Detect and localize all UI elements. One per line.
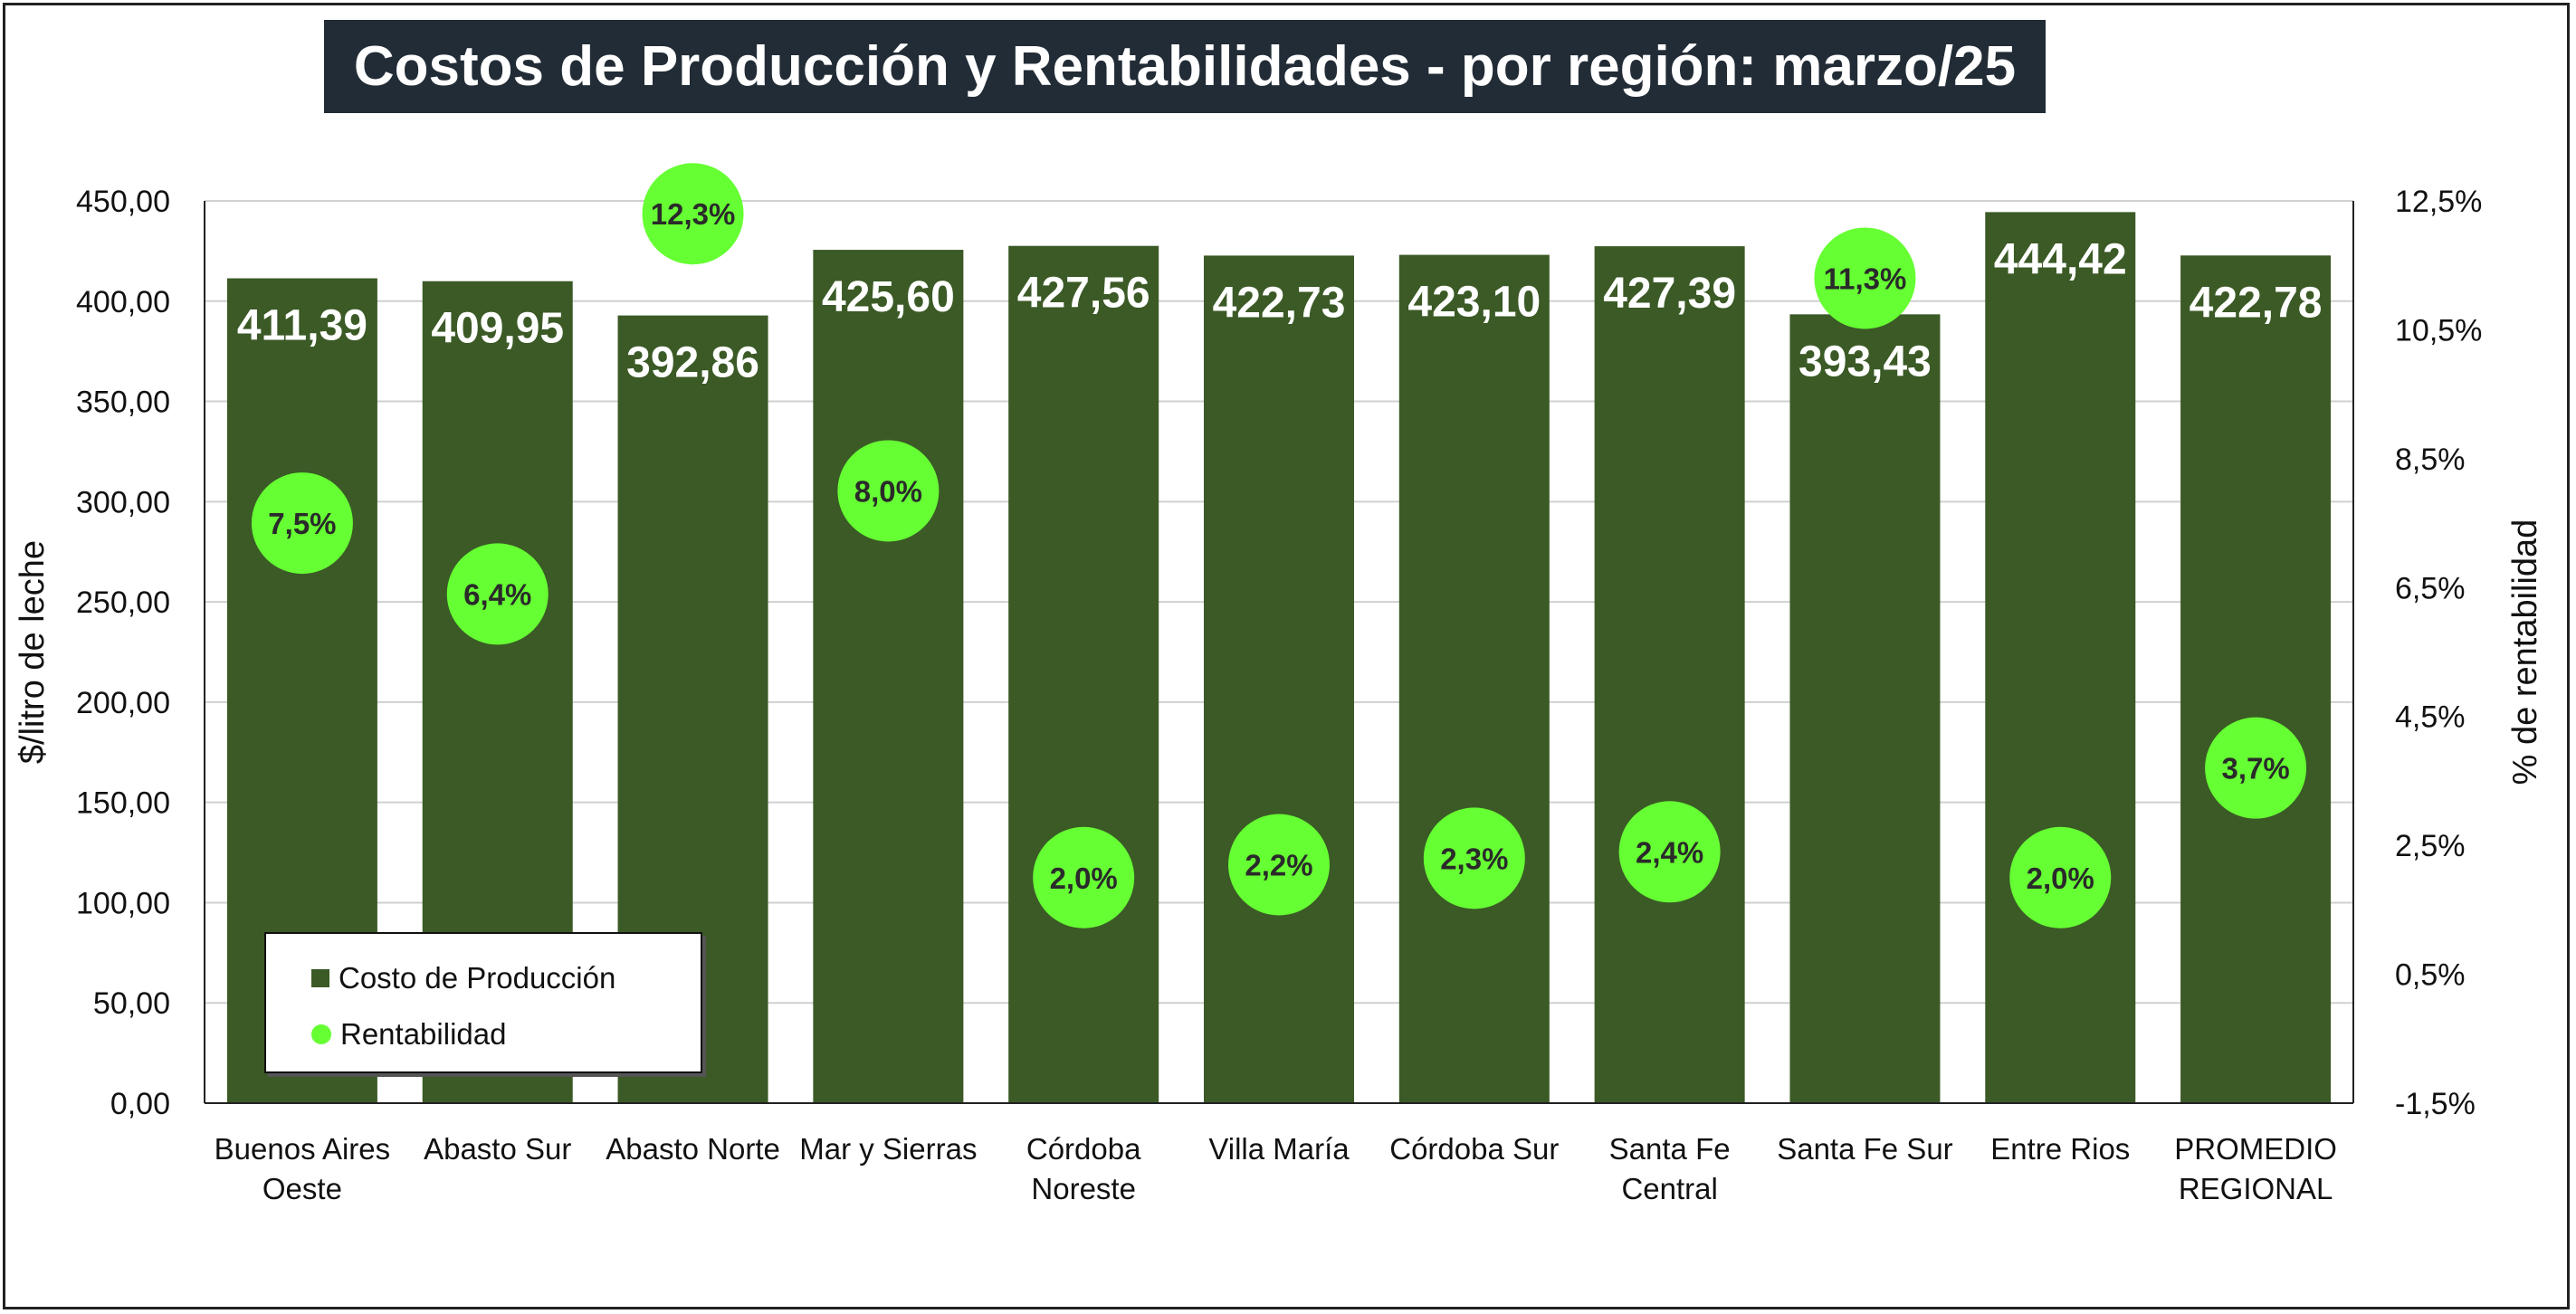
rentabilidad-point	[446, 543, 549, 645]
x-tick-label: Buenos Aires	[215, 1132, 390, 1166]
bar	[1789, 314, 1941, 1103]
rentabilidad-value-label: 11,3%	[1824, 262, 1907, 295]
rentabilidad-point	[1423, 807, 1525, 909]
x-tick-label: Noreste	[1031, 1172, 1136, 1205]
label-layer: 411,39 409,95 392,86 425,60 427,56 422,73 423,…	[237, 235, 2323, 386]
legend-label-costo: Costo de Producción	[339, 961, 616, 995]
x-tick-label: Mar y Sierras	[799, 1132, 977, 1166]
rentabilidad-point	[1814, 227, 1916, 329]
legend-item-rentabilidad: Rentabilidad	[311, 1017, 506, 1052]
rentabilidad-value-label: 7,5%	[268, 507, 336, 540]
y-tick-label: 150,00	[76, 786, 170, 821]
y-tick-label: 250,00	[76, 586, 170, 620]
x-tick-label: Abasto Norte	[606, 1132, 780, 1166]
y2-tick-label: 10,5%	[2395, 313, 2482, 348]
x-tick-label: REGIONAL	[2179, 1172, 2333, 1205]
bar	[1204, 255, 1354, 1103]
y-tick-label: 350,00	[76, 386, 170, 420]
x-tick-label: Santa Fe	[1609, 1132, 1731, 1166]
y-tick-label: 200,00	[76, 686, 170, 720]
axes: 0,00 50,00 100,00 150,00 200,00 250,00 300,00 3…	[14, 185, 2544, 1205]
rentabilidad-point	[837, 440, 940, 542]
bar-value-label: 411,39	[237, 302, 367, 350]
bar	[1008, 245, 1159, 1104]
y2-tick-label: -1,5%	[2395, 1087, 2476, 1121]
legend: Costo de Producción Rentabilidad	[264, 932, 702, 1073]
y2-tick-label: 12,5%	[2395, 185, 2482, 219]
legend-swatch-bar	[311, 969, 329, 987]
rentabilidad-point	[642, 163, 744, 265]
rentabilidad-value-label: 2,3%	[1440, 842, 1508, 875]
rentabilidad-value-label: 8,0%	[854, 474, 922, 508]
bar	[1398, 254, 1550, 1103]
y2-tick-label: 8,5%	[2395, 443, 2466, 477]
rentabilidad-value-label: 2,4%	[1636, 835, 1703, 869]
legend-item-costo: Costo de Producción	[311, 961, 615, 995]
y-tick-label: 450,00	[76, 185, 170, 219]
bar-value-label: 425,60	[822, 273, 955, 321]
y2-tick-label: 0,5%	[2395, 958, 2466, 993]
x-tick-label: Córdoba Sur	[1389, 1132, 1559, 1166]
y2-tick-label: 6,5%	[2395, 571, 2466, 605]
x-tick-label: Córdoba	[1026, 1132, 1141, 1166]
bar	[813, 250, 964, 1103]
y-axis-title: $/litro de leche	[14, 540, 52, 764]
bar-value-label: 393,43	[1798, 338, 1932, 386]
rentabilidad-point	[2205, 717, 2307, 819]
y-tick-label: 50,00	[93, 986, 170, 1021]
x-tick-label: Villa María	[1208, 1132, 1350, 1166]
rentabilidad-value-label: 6,4%	[463, 577, 531, 611]
x-tick-label: Oeste	[262, 1172, 342, 1205]
bar-value-label: 427,39	[1603, 270, 1736, 318]
bar-value-label: 392,86	[626, 339, 759, 387]
rentabilidad-value-label: 12,3%	[651, 197, 736, 231]
bar-value-label: 409,95	[431, 305, 564, 353]
legend-label-rentabilidad: Rentabilidad	[340, 1017, 507, 1051]
rentabilidad-point	[1228, 814, 1330, 916]
x-tick-label: Entre Rios	[1990, 1132, 2130, 1166]
x-tick-label: Abasto Sur	[424, 1132, 571, 1166]
y2-tick-label: 2,5%	[2395, 829, 2466, 863]
dot-series: 7,5% 6,4% 12,3% 8,0% 2,0% 2,2% 2,3% 2,4% 11,3% 2,…	[251, 163, 2307, 928]
x-tick-label: Central	[1621, 1172, 1717, 1205]
rentabilidad-value-label: 3,7%	[2221, 752, 2289, 786]
bar-value-label: 427,56	[1017, 270, 1150, 318]
rentabilidad-point	[1033, 826, 1135, 928]
bar-value-label: 423,10	[1407, 279, 1541, 327]
bar-value-label: 422,73	[1213, 279, 1346, 327]
bar-value-label: 422,78	[2190, 279, 2323, 327]
bar	[2180, 255, 2332, 1103]
rentabilidad-value-label: 2,0%	[2027, 862, 2094, 895]
rentabilidad-point	[2009, 826, 2112, 928]
x-tick-label: Santa Fe Sur	[1777, 1132, 1952, 1166]
rentabilidad-value-label: 2,2%	[1245, 849, 1312, 882]
y-tick-label: 0,00	[110, 1087, 170, 1121]
y-tick-label: 400,00	[76, 285, 170, 319]
bar-series	[226, 212, 2332, 1104]
rentabilidad-point	[251, 472, 353, 575]
bar-value-label: 444,42	[1994, 235, 2127, 283]
legend-swatch-dot	[311, 1024, 331, 1044]
chart-title: Costos de Producción y Rentabilidades - …	[353, 35, 2017, 98]
y-tick-label: 100,00	[76, 886, 170, 920]
rentabilidad-value-label: 2,0%	[1050, 862, 1118, 895]
x-tick-label: PROMEDIO	[2174, 1132, 2337, 1166]
rentabilidad-point	[1618, 801, 1721, 903]
y-tick-label: 300,00	[76, 485, 170, 519]
chart-title-bar: Costos de Producción y Rentabilidades - …	[324, 20, 2046, 113]
y2-tick-label: 4,5%	[2395, 700, 2466, 735]
bar	[1985, 212, 2136, 1103]
bar	[1594, 246, 1745, 1103]
y2-axis-title: % de rentabilidad	[2506, 519, 2544, 786]
